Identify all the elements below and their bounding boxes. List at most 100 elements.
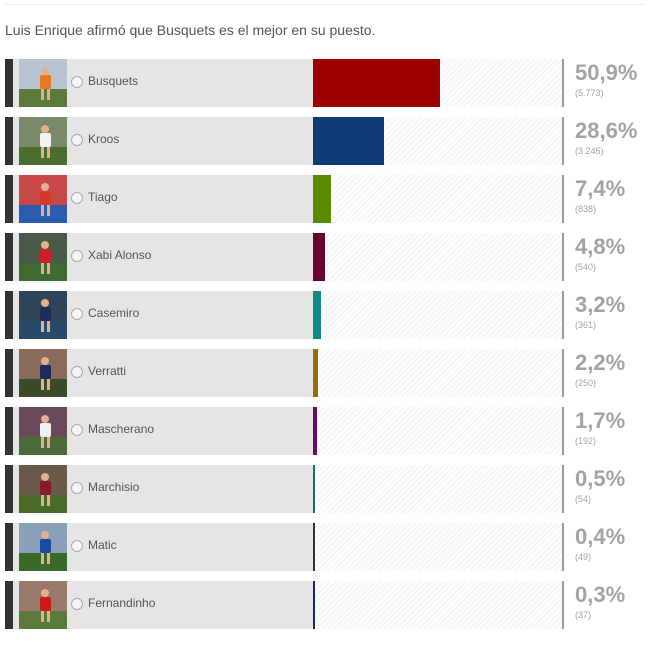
poll-row: Xabi Alonso 4,8% (540) [5,233,645,281]
result-percent: 0,4% [575,524,626,549]
poll-row: Casemiro 3,2% (361) [5,291,645,339]
poll-row: Fernandinho 0,3% (37) [5,581,645,629]
result-bar-track [313,581,562,629]
player-photo [19,465,67,513]
row-accent-bar [5,523,13,571]
result-votes: (361) [575,320,597,330]
result-percent: 0,5% [575,466,626,491]
result-bar-track [313,117,562,165]
result-separator [562,581,564,629]
result-bar-track [313,465,562,513]
result-bar-track [313,523,562,571]
result-votes: (192) [575,436,597,446]
result-bar-track [313,349,562,397]
player-photo [19,407,67,455]
poll-option[interactable]: Mascherano [13,407,313,455]
result-percent: 28,6% [575,118,638,143]
result-votes: (5.773) [575,88,604,98]
result-bar-track [313,233,562,281]
result-votes: (37) [575,610,592,620]
result-bar-track [313,175,562,223]
row-accent-bar [5,291,13,339]
result-percent: 2,2% [575,350,626,375]
result-separator [562,349,564,397]
result-percent: 4,8% [575,234,626,259]
result-separator [562,117,564,165]
row-accent-bar [5,233,13,281]
vote-radio[interactable] [71,76,83,88]
result-bar-fill [313,581,315,629]
result-separator [562,59,564,107]
result-votes: (3.245) [575,146,604,156]
result-votes: (838) [575,204,597,214]
result-bar-track [313,291,562,339]
result-percent: 7,4% [575,176,626,201]
poll-option[interactable]: Kroos [13,117,313,165]
player-photo [19,175,67,223]
result-votes: (540) [575,262,597,272]
poll-option[interactable]: Verratti [13,349,313,397]
result-votes: (54) [575,494,592,504]
result-bar-fill [313,117,384,165]
result-bar-fill [313,407,317,455]
poll-question: Luis Enrique afirmó que Busquets es el m… [5,22,376,38]
vote-radio[interactable] [71,134,83,146]
result-bar-fill [313,59,440,107]
poll-row: Mascherano 1,7% (192) [5,407,645,455]
result-votes: (250) [575,378,597,388]
result-percent: 0,3% [575,582,626,607]
row-accent-bar [5,407,13,455]
poll-row: Marchisio 0,5% (54) [5,465,645,513]
player-photo [19,523,67,571]
vote-radio[interactable] [71,482,83,494]
result-separator [562,465,564,513]
option-label: Kroos [88,132,120,146]
result-bar-track [313,407,562,455]
result-separator [562,407,564,455]
poll-option[interactable]: Tiago [13,175,313,223]
vote-radio[interactable] [71,540,83,552]
poll-row: Verratti 2,2% (250) [5,349,645,397]
option-label: Matic [88,538,117,552]
option-label: Xabi Alonso [88,248,152,262]
result-percent: 50,9% [575,60,638,85]
result-bar-fill [313,291,321,339]
poll-option[interactable]: Marchisio [13,465,313,513]
top-divider [5,4,645,5]
result-votes: (49) [575,552,592,562]
row-accent-bar [5,117,13,165]
player-photo [19,117,67,165]
player-photo [19,59,67,107]
vote-radio[interactable] [71,366,83,378]
poll-option[interactable]: Matic [13,523,313,571]
result-bar-fill [313,349,318,397]
result-separator [562,291,564,339]
vote-radio[interactable] [71,308,83,320]
option-label: Marchisio [88,480,140,494]
result-bar-fill [313,523,315,571]
result-separator [562,175,564,223]
poll-row: Tiago 7,4% (838) [5,175,645,223]
vote-radio[interactable] [71,598,83,610]
result-bar-fill [313,233,325,281]
result-percent: 1,7% [575,408,626,433]
poll-option[interactable]: Fernandinho [13,581,313,629]
poll-option[interactable]: Casemiro [13,291,313,339]
poll-option[interactable]: Xabi Alonso [13,233,313,281]
result-percent: 3,2% [575,292,626,317]
poll-row: Kroos 28,6% (3.245) [5,117,645,165]
vote-radio[interactable] [71,250,83,262]
row-accent-bar [5,175,13,223]
result-bar-fill [313,465,315,513]
player-photo [19,349,67,397]
row-accent-bar [5,581,13,629]
poll-option[interactable]: Busquets [13,59,313,107]
result-bar-track [313,59,562,107]
row-accent-bar [5,349,13,397]
option-label: Tiago [88,190,118,204]
row-accent-bar [5,59,13,107]
player-photo [19,581,67,629]
poll-row: Matic 0,4% (49) [5,523,645,571]
vote-radio[interactable] [71,192,83,204]
vote-radio[interactable] [71,424,83,436]
